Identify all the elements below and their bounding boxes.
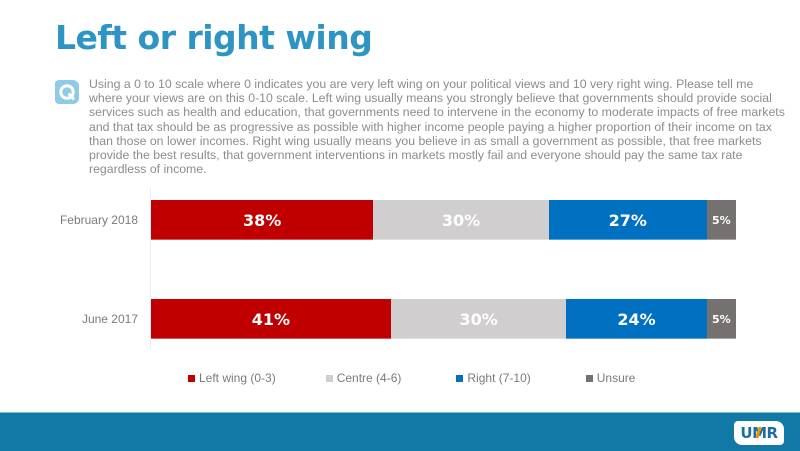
bar-segment-centre-4-6: 30%: [373, 200, 549, 240]
data-label: 30%: [441, 210, 481, 230]
bar-segment-right-7-10: 27%: [548, 200, 707, 240]
data-label: 5%: [712, 312, 731, 326]
legend-item: Right (7-10): [456, 371, 531, 385]
legend-label: Right (7-10): [467, 371, 531, 385]
logo-letter: M: [752, 424, 767, 442]
bar-segment-unsure: 5%: [706, 299, 736, 339]
bar-row: 38% 30% 27% 5%: [151, 200, 736, 240]
data-label: 24%: [617, 309, 656, 329]
legend-item: Unsure: [585, 371, 636, 385]
logo-letter: R: [766, 424, 779, 442]
category-label: February 2018: [59, 213, 138, 227]
legend-label: Unsure: [596, 371, 636, 385]
bar-row: 41% 30% 24% 5%: [151, 299, 736, 339]
legend-swatch-icon: [585, 374, 593, 382]
umr-logo: UMR: [734, 421, 784, 445]
category-label: June 2017: [81, 312, 138, 326]
bar-segment-left-wing-0-3: 41%: [151, 299, 391, 339]
legend-label: Centre (4-6): [336, 371, 402, 385]
legend-item: Left wing (0-3): [188, 371, 276, 385]
question-text: Using a 0 to 10 scale where 0 indicates …: [89, 77, 785, 177]
logo-letter: U: [740, 424, 753, 442]
data-label: 5%: [712, 213, 731, 227]
legend-swatch-icon: [456, 374, 464, 382]
bar-segment-unsure: 5%: [706, 200, 736, 240]
bar-segment-right-7-10: 24%: [566, 299, 707, 339]
question-q-icon: [55, 80, 79, 104]
legend-label: Left wing (0-3): [199, 371, 276, 385]
bar-segment-left-wing-0-3: 38%: [151, 200, 374, 240]
legend-swatch-icon: [188, 374, 195, 382]
category-axis-line: [150, 188, 151, 348]
page-title: Left or right wing: [55, 18, 373, 57]
data-label: 38%: [243, 210, 282, 230]
umr-logo-text: UMR: [740, 424, 779, 442]
chart-legend: Left wing (0-3) Centre (4-6) Right (7-10) U…: [188, 371, 635, 385]
bar-segment-centre-4-6: 30%: [390, 299, 567, 339]
data-label: 27%: [608, 210, 647, 230]
data-label: 30%: [459, 309, 498, 329]
footer-band: [0, 412, 800, 451]
legend-swatch-icon: [325, 374, 333, 382]
legend-item: Centre (4-6): [325, 371, 402, 385]
data-label: 41%: [251, 309, 291, 329]
